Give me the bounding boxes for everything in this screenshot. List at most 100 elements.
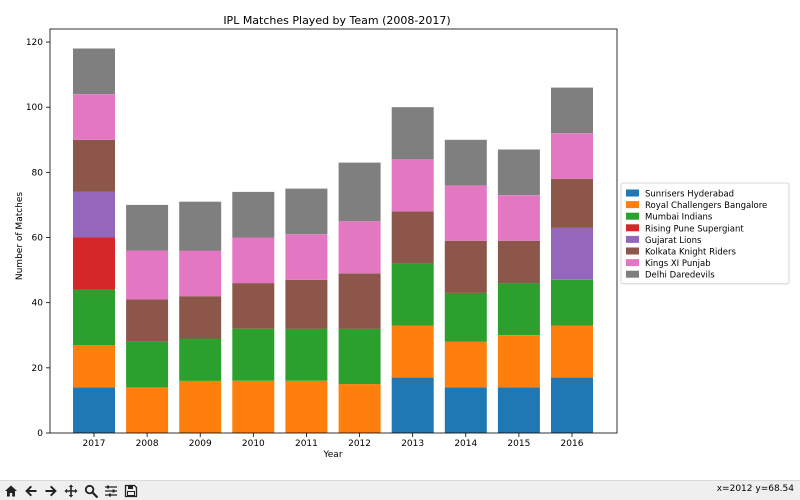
- legend-swatch: [626, 247, 639, 255]
- cursor-coordinates: x=2012 y=68.54: [716, 484, 794, 494]
- pan-button[interactable]: [62, 482, 80, 500]
- bar-2010-series-1: [232, 380, 275, 433]
- back-button[interactable]: [22, 482, 40, 500]
- bar-2017-series-0: [73, 387, 115, 433]
- legend-swatch: [626, 259, 639, 267]
- bar-2013-series-1: [391, 325, 434, 378]
- legend-label: Delhi Daredevils: [645, 271, 715, 281]
- bar-2016-series-2: [551, 279, 593, 326]
- bar-2008-series-7: [126, 204, 169, 251]
- y-tick-label: 100: [26, 103, 43, 113]
- bar-2013-series-0: [391, 377, 434, 433]
- bar-2016-series-5: [551, 178, 593, 228]
- bar-2008-series-1: [126, 387, 169, 433]
- bar-2017-series-6: [73, 94, 115, 140]
- x-tick-label: 2015: [507, 439, 530, 449]
- x-tick-label: 2014: [454, 439, 477, 449]
- legend-label: Mumbai Indians: [645, 213, 713, 223]
- bar-2014-series-5: [444, 240, 487, 293]
- bar-2017-series-4: [73, 191, 115, 238]
- bar-2017-series-5: [73, 139, 115, 192]
- legend-label: Rising Pune Supergiant: [645, 224, 744, 234]
- legend-swatch: [626, 201, 639, 209]
- bar-2010-series-5: [232, 283, 275, 329]
- bar-2010-series-6: [232, 237, 275, 284]
- forward-button[interactable]: [42, 482, 60, 500]
- x-tick-label: 2017: [83, 439, 106, 449]
- y-ticks: 0 20 40 60 80 100 120: [26, 38, 50, 439]
- bar-2016-series-6: [551, 133, 593, 179]
- chart-title: IPL Matches Played by Team (2008-2017): [223, 14, 450, 27]
- bar-2009-series-6: [179, 250, 222, 297]
- legend-label: Royal Challengers Bangalore: [645, 201, 767, 211]
- forward-icon: [45, 485, 57, 496]
- bar-2015-series-0: [497, 387, 540, 433]
- y-tick-label: 120: [26, 38, 43, 48]
- zoom-icon: [84, 484, 98, 498]
- bar-2014-series-2: [444, 292, 487, 342]
- y-tick-label: 0: [37, 429, 43, 439]
- zoom-button[interactable]: [82, 482, 100, 500]
- bar-2015-series-6: [497, 195, 540, 241]
- bar-2009-series-7: [179, 201, 222, 251]
- bar-2015-series-5: [497, 240, 540, 284]
- x-tick-label: 2013: [401, 439, 424, 449]
- bar-2013-series-6: [391, 159, 434, 212]
- bar-2014-series-6: [444, 185, 487, 241]
- x-axis-label: Year: [322, 450, 342, 460]
- bar-2013-series-5: [391, 211, 434, 264]
- bar-2012-series-5: [338, 273, 381, 329]
- bar-2010-series-2: [232, 328, 275, 381]
- bar-2008-series-2: [126, 341, 169, 388]
- bar-2017-series-7: [73, 48, 115, 95]
- plot-area: [49, 28, 618, 434]
- bar-2016-series-0: [551, 377, 593, 433]
- legend-label: Gujarat Lions: [645, 236, 702, 246]
- legend-label: Kolkata Knight Riders: [645, 248, 736, 258]
- bars-group: [73, 48, 593, 433]
- home-icon: [5, 485, 17, 496]
- bar-2014-series-7: [444, 139, 487, 186]
- legend-swatch: [626, 235, 639, 243]
- legend-swatch: [626, 270, 639, 278]
- legend-swatch: [626, 189, 639, 197]
- bar-2016-series-4: [551, 227, 593, 280]
- x-tick-label: 2016: [561, 439, 584, 449]
- bar-2011-series-7: [285, 188, 328, 235]
- home-button[interactable]: [2, 482, 20, 500]
- y-tick-label: 80: [32, 168, 44, 178]
- bar-2011-series-1: [285, 380, 328, 433]
- save-button[interactable]: [122, 482, 140, 500]
- bar-2012-series-6: [338, 221, 381, 274]
- bar-2009-series-5: [179, 296, 222, 339]
- bar-2009-series-2: [179, 338, 222, 381]
- bar-2009-series-1: [179, 380, 222, 433]
- pan-icon: [64, 484, 78, 497]
- bar-2014-series-0: [444, 387, 487, 433]
- legend-label: Sunrisers Hyderabad: [645, 190, 734, 200]
- x-tick-label: 2009: [189, 439, 212, 449]
- bar-2012-series-7: [338, 162, 381, 222]
- bar-2011-series-5: [285, 279, 328, 329]
- configure-icon: [105, 485, 117, 496]
- bar-2008-series-5: [126, 299, 169, 342]
- chart: IPL Matches Played by Team (2008-2017) N…: [15, 14, 790, 460]
- back-icon: [25, 485, 37, 496]
- legend-swatch: [626, 212, 639, 220]
- legend-swatch: [626, 224, 639, 232]
- bar-2017-series-2: [73, 289, 115, 345]
- legend-box: [620, 182, 790, 285]
- bar-2011-series-2: [285, 328, 328, 381]
- y-tick-label: 20: [32, 364, 44, 374]
- bar-2017-series-3: [73, 237, 115, 290]
- bar-2008-series-6: [126, 250, 169, 300]
- bar-2016-series-1: [551, 325, 593, 378]
- y-axis-label: Number of Matches: [15, 192, 25, 281]
- bar-2012-series-2: [338, 328, 381, 385]
- x-tick-label: 2011: [295, 439, 318, 449]
- configure-button[interactable]: [102, 482, 120, 500]
- x-tick-label: 2010: [242, 439, 265, 449]
- bar-2012-series-1: [338, 384, 381, 433]
- bar-2013-series-2: [391, 263, 434, 326]
